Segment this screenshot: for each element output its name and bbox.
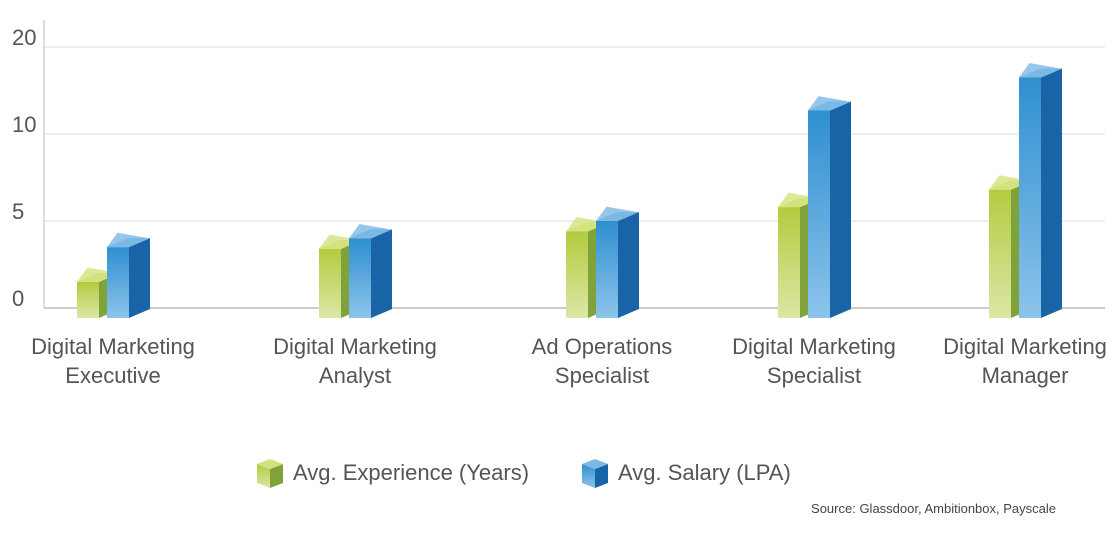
- bar-side: [830, 101, 851, 318]
- y-tick-label: 0: [12, 286, 24, 311]
- legend-swatch-part: [257, 459, 283, 469]
- bar-front: [808, 110, 830, 318]
- x-tick-label: Digital Marketing Manager: [943, 334, 1107, 388]
- bar-front: [107, 247, 129, 318]
- legend-swatch: [257, 459, 283, 488]
- y-tick-label: 5: [12, 199, 24, 224]
- legend-item: Avg. Experience (Years): [255, 456, 529, 490]
- bar-front: [1019, 77, 1041, 318]
- source-note: Source: Glassdoor, Ambitionbox, Payscale: [811, 501, 1056, 516]
- legend-swatch-part: [595, 464, 608, 488]
- bar: [808, 96, 851, 318]
- bar-front: [596, 221, 618, 318]
- x-tick-label: Digital Marketing Analyst: [273, 334, 437, 388]
- bar-front: [778, 207, 800, 318]
- bar: [596, 206, 639, 318]
- legend-swatch-part: [270, 464, 283, 488]
- bar-top-ridge: [1019, 63, 1060, 78]
- bar: [349, 224, 392, 318]
- legend-item: Avg. Salary (LPA): [580, 456, 791, 490]
- y-tick-label: 20: [12, 25, 36, 50]
- bar-front: [566, 231, 588, 318]
- bar-front: [349, 238, 371, 318]
- bar-front: [319, 248, 341, 318]
- legend-label: Avg. Experience (Years): [293, 460, 530, 485]
- legend-label: Avg. Salary (LPA): [618, 460, 791, 485]
- bar-top-ridge: [596, 206, 637, 221]
- bar: [1019, 63, 1062, 318]
- bar-front: [989, 189, 1011, 318]
- bar-side: [1041, 68, 1062, 318]
- legend-swatch-part: [582, 464, 595, 488]
- bar-side: [129, 238, 150, 318]
- bar: [107, 232, 150, 318]
- bar-top-ridge: [349, 224, 390, 239]
- bar-front: [77, 281, 99, 318]
- x-tick-label: Digital Marketing Specialist: [732, 334, 896, 388]
- bar-top-ridge: [808, 96, 849, 111]
- legend-swatch-part: [257, 464, 270, 488]
- y-tick-label: 10: [12, 112, 36, 137]
- x-tick-label: Digital Marketing Executive: [31, 334, 195, 388]
- x-tick-label: Ad Operations Specialist: [531, 334, 673, 388]
- bar-side: [371, 229, 392, 318]
- legend-swatch: [582, 459, 608, 488]
- legend-swatch-part: [582, 459, 608, 469]
- bar-top-ridge: [107, 232, 148, 248]
- bar-side: [618, 212, 639, 318]
